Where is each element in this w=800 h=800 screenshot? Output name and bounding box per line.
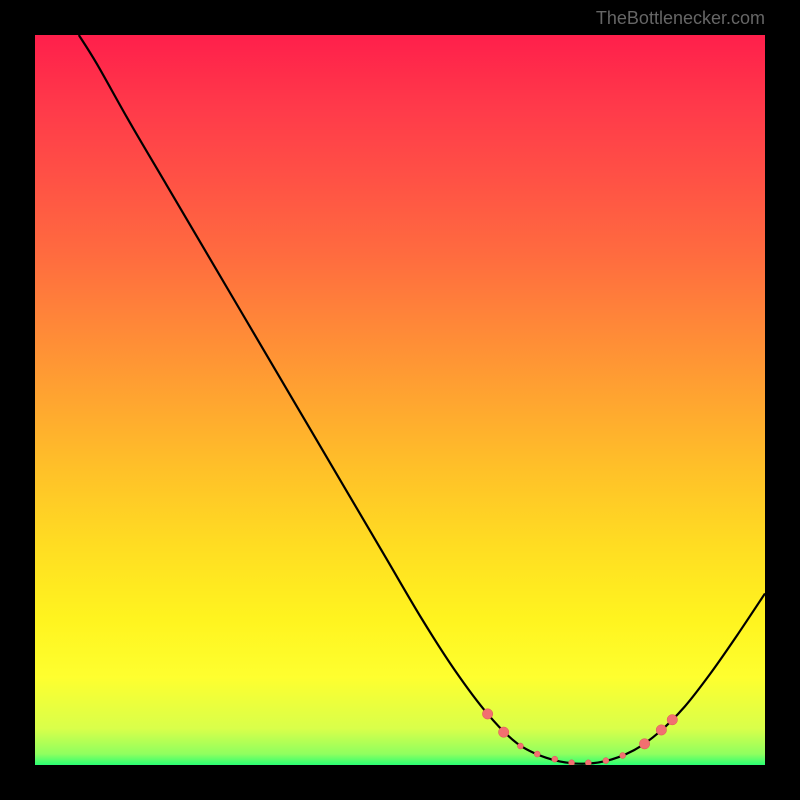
gradient-background bbox=[35, 35, 765, 765]
frame-bottom bbox=[0, 765, 800, 800]
chart-area bbox=[35, 35, 765, 765]
frame-left bbox=[0, 0, 35, 800]
watermark-text: TheBottlenecker.com bbox=[596, 8, 765, 29]
frame-right bbox=[765, 0, 800, 800]
